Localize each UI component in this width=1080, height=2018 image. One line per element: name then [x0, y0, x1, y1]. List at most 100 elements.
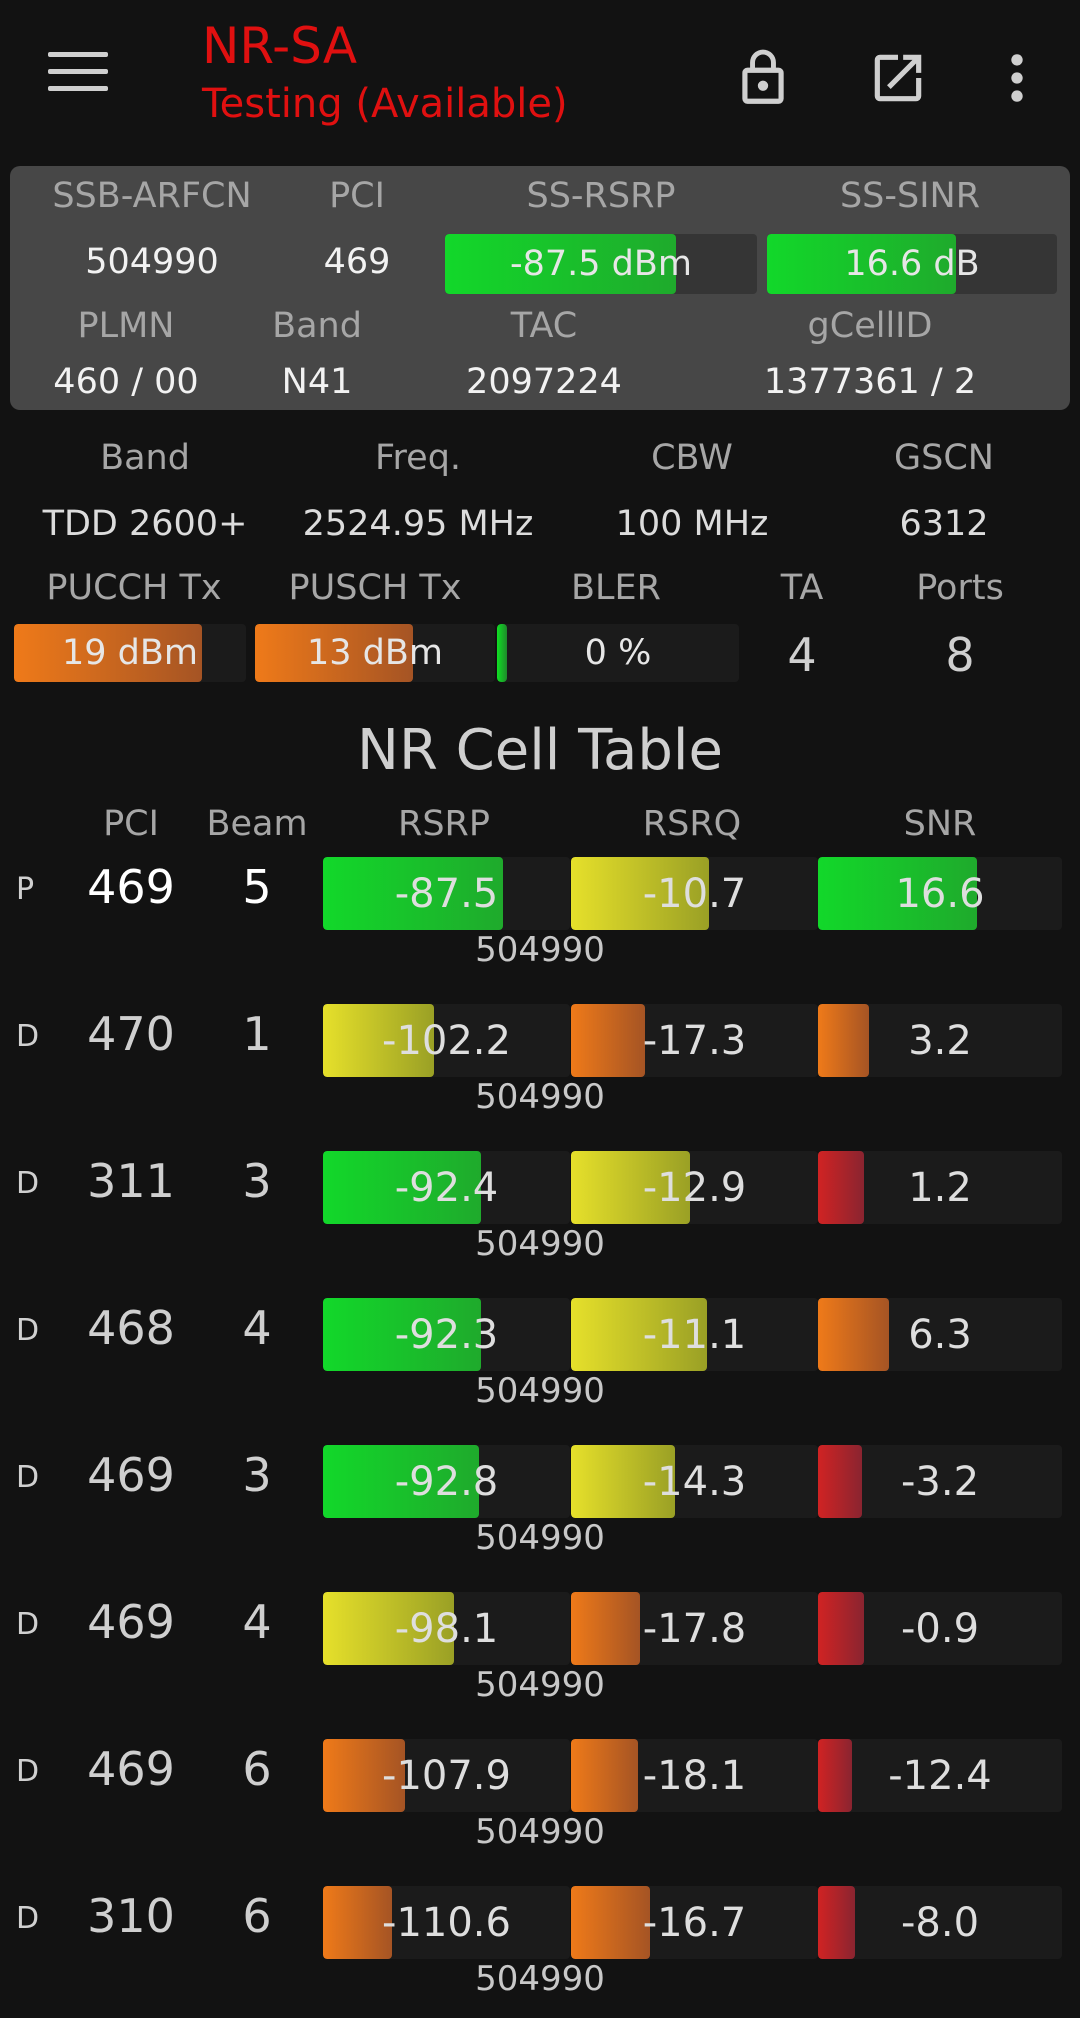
row-rsrp-bar: -98.1 — [323, 1592, 570, 1665]
serving-cell-panel: SSB-ARFCN PCI SS-RSRP SS-SINR 504990 469… — [10, 166, 1070, 410]
row-snr-fill — [818, 1004, 870, 1077]
row-type: D — [16, 1019, 40, 1054]
label-ss-rsrp: SS-RSRP — [526, 176, 676, 216]
row-rsrq-fill — [571, 1298, 707, 1371]
open-external-icon[interactable] — [858, 38, 938, 118]
row-rsrp-bar: -110.6 — [323, 1886, 570, 1959]
ta-value: 4 — [787, 628, 817, 682]
pusch-tx-fill — [255, 624, 414, 682]
header-snr: SNR — [903, 804, 977, 844]
row-rsrp-bar: -102.2 — [323, 1004, 570, 1077]
row-rsrp-value: -92.8 — [394, 1458, 499, 1505]
row-rsrp-value: -102.2 — [382, 1017, 511, 1064]
row-arfcn: 504990 — [475, 1665, 605, 1705]
menu-icon[interactable] — [48, 52, 108, 96]
row-rsrq-bar: -17.3 — [571, 1004, 818, 1077]
pci-value: 469 — [323, 242, 391, 282]
row-rsrq-bar: -18.1 — [571, 1739, 818, 1812]
bler-bar: 0 % — [497, 624, 739, 682]
row-snr-bar: 3.2 — [818, 1004, 1062, 1077]
row-snr-value: 6.3 — [908, 1311, 972, 1358]
row-rsrq-value: -18.1 — [642, 1752, 747, 1799]
ss-sinr-value: 16.6 dB — [844, 244, 980, 284]
row-rsrp-value: -92.4 — [394, 1164, 499, 1211]
label-pusch-tx: PUSCH Tx — [288, 568, 462, 608]
row-rsrq-value: -11.1 — [642, 1311, 747, 1358]
gscn-value: 6312 — [899, 504, 989, 544]
title-block: NR-SA Testing (Available) — [202, 14, 568, 130]
row-rsrq-fill — [571, 857, 710, 930]
plmn-value: 460 / 00 — [53, 362, 199, 402]
table-row: D 469 6 -107.9 -18.1 -12.4 504990 — [0, 1724, 1080, 1871]
label-carrier-band: Band — [100, 438, 190, 478]
label-cbw: CBW — [651, 438, 733, 478]
row-pci: 469 — [87, 1595, 175, 1649]
row-beam: 6 — [242, 1742, 272, 1796]
row-rsrq-value: -12.9 — [642, 1164, 747, 1211]
label-pucch-tx: PUCCH Tx — [46, 568, 222, 608]
row-pci: 469 — [87, 1742, 175, 1796]
row-pci: 469 — [87, 1448, 175, 1502]
row-arfcn: 504990 — [475, 930, 605, 970]
row-rsrq-value: -14.3 — [642, 1458, 747, 1505]
row-pci: 310 — [87, 1889, 175, 1943]
label-pci: PCI — [329, 176, 385, 216]
row-beam: 3 — [242, 1448, 272, 1502]
row-rsrq-bar: -16.7 — [571, 1886, 818, 1959]
row-arfcn: 504990 — [475, 1518, 605, 1558]
more-vert-icon[interactable] — [977, 38, 1057, 118]
row-snr-bar: -12.4 — [818, 1739, 1062, 1812]
row-rsrp-bar: -87.5 — [323, 857, 570, 930]
row-snr-fill — [818, 1298, 889, 1371]
row-rsrq-value: -17.8 — [642, 1605, 747, 1652]
row-rsrp-bar: -107.9 — [323, 1739, 570, 1812]
row-snr-fill — [818, 1739, 853, 1812]
row-snr-value: -3.2 — [900, 1458, 980, 1505]
row-beam: 4 — [242, 1595, 272, 1649]
bler-fill — [497, 624, 507, 682]
label-gcellid: gCellID — [807, 306, 933, 346]
row-pci: 469 — [87, 860, 175, 914]
row-rsrp-bar: -92.3 — [323, 1298, 570, 1371]
row-beam: 4 — [242, 1301, 272, 1355]
row-rsrp-value: -98.1 — [394, 1605, 499, 1652]
ports-value: 8 — [945, 628, 975, 682]
row-type: P — [16, 872, 35, 907]
row-rsrq-fill — [571, 1445, 675, 1518]
row-type: D — [16, 1166, 40, 1201]
header-rsrp: RSRP — [398, 804, 490, 844]
label-plmn: PLMN — [77, 306, 175, 346]
label-freq: Freq. — [374, 438, 462, 478]
label-band: Band — [272, 306, 362, 346]
row-beam: 6 — [242, 1889, 272, 1943]
row-snr-fill — [818, 857, 977, 930]
pusch-tx-bar: 13 dBm — [255, 624, 495, 682]
row-rsrq-bar: -14.3 — [571, 1445, 818, 1518]
row-rsrq-fill — [571, 1739, 638, 1812]
row-snr-value: -8.0 — [900, 1899, 980, 1946]
row-snr-bar: -3.2 — [818, 1445, 1062, 1518]
row-arfcn: 504990 — [475, 1224, 605, 1264]
row-beam: 5 — [242, 860, 272, 914]
row-rsrp-value: -110.6 — [382, 1899, 511, 1946]
row-type: D — [16, 1313, 40, 1348]
app-bar: NR-SA Testing (Available) — [0, 0, 1080, 160]
label-ssb-arfcn: SSB-ARFCN — [52, 176, 252, 216]
ss-rsrp-bar: -87.5 dBm — [445, 234, 757, 294]
row-arfcn: 504990 — [475, 1812, 605, 1852]
row-rsrp-fill — [323, 1445, 479, 1518]
row-rsrp-value: -92.3 — [394, 1311, 499, 1358]
pucch-tx-bar: 19 dBm — [14, 624, 246, 682]
row-snr-fill — [818, 1445, 862, 1518]
lock-icon[interactable] — [723, 38, 803, 118]
ssb-arfcn-value: 504990 — [85, 242, 219, 282]
row-arfcn: 504990 — [475, 1371, 605, 1411]
row-rsrp-value: -87.5 — [394, 870, 499, 917]
row-type: D — [16, 1901, 40, 1936]
row-pci: 468 — [87, 1301, 175, 1355]
row-rsrq-bar: -12.9 — [571, 1151, 818, 1224]
row-beam: 1 — [242, 1007, 272, 1061]
gcellid-value: 1377361 / 2 — [763, 362, 977, 402]
row-beam: 3 — [242, 1154, 272, 1208]
row-snr-bar: -8.0 — [818, 1886, 1062, 1959]
